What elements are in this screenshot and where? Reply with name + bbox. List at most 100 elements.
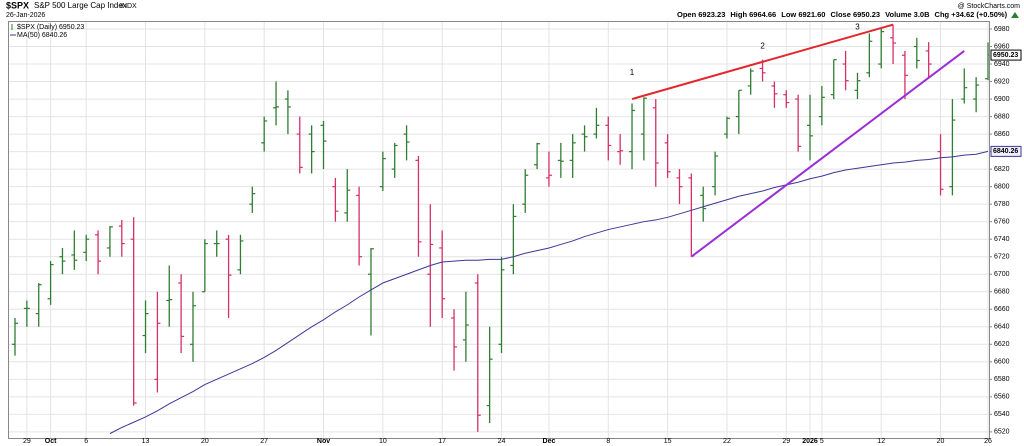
ohlc-bar (795, 94, 802, 152)
ohlc-bar (629, 103, 636, 170)
ohlc-bar (12, 318, 18, 356)
ohlc-bar (842, 50, 849, 91)
ohlc-bar (391, 142, 398, 178)
value-box (990, 145, 1022, 157)
ohlc-bar (807, 94, 814, 161)
ohlc-bar (866, 33, 873, 78)
y-tick-label: 6860 (994, 131, 1010, 138)
ohlc-bar (617, 134, 624, 165)
ohlc-bar (510, 204, 517, 275)
x-tick-label: 17 (438, 438, 446, 445)
ohlc-bar (949, 99, 956, 196)
annotation: 1 (630, 68, 635, 77)
ohlc-bar (498, 256, 505, 354)
ohlc-bar (23, 300, 30, 327)
ohlc-bar (593, 107, 600, 139)
ohlc-bar (367, 247, 374, 336)
ohlc-bar (723, 116, 730, 139)
ohlc-bar (878, 29, 885, 69)
ohlc-bar (166, 265, 173, 327)
ohlc-bar (261, 116, 268, 152)
ohlc-bar (439, 230, 446, 319)
x-tick-label: 27 (260, 438, 268, 445)
y-tick-label: 6920 (994, 78, 1010, 85)
ohlc-bar (95, 230, 102, 275)
ohlc-bar (925, 42, 932, 78)
ohlc-bar (818, 85, 825, 126)
x-tick-label: 29 (782, 438, 790, 445)
ohlc-bar (71, 230, 78, 270)
ohlc-bar (225, 234, 232, 319)
exchange: INDX (120, 3, 137, 10)
ohlc-bar (320, 120, 327, 170)
ohlc-bar (59, 247, 66, 275)
ohlc-bar (83, 234, 90, 262)
y-tick-label: 6620 (994, 341, 1010, 348)
ohlc-bar (284, 90, 291, 135)
ohlc-bar (451, 309, 458, 371)
up-arrow (1011, 12, 1019, 18)
ohlc-bar (213, 230, 220, 257)
ohlc-bar (747, 68, 754, 95)
trendline (690, 50, 965, 258)
ohlc-bar (783, 90, 790, 108)
y-tick-label: 6540 (994, 411, 1010, 418)
x-tick-label: 5 (820, 438, 824, 445)
ohlc-bar (688, 173, 695, 257)
ohlc-bar (973, 77, 980, 113)
y-tick-label: 6580 (994, 376, 1010, 383)
y-tick-label: 6660 (994, 306, 1010, 313)
ohlc-bar (854, 72, 861, 100)
date: 26-Jan-2026 (6, 12, 45, 19)
ohlc-bar (237, 234, 244, 275)
ohlc-bar (961, 68, 968, 104)
ohlc-bar (154, 291, 161, 393)
ohlc-bar (332, 177, 339, 222)
credit: @ StockCharts.com (958, 3, 1021, 10)
quote-item: Low 6921.60 (781, 10, 825, 19)
ohlc-bar (676, 169, 683, 205)
y-tick-label: 6800 (994, 183, 1010, 190)
quote-item: Volume 3.0B (885, 10, 930, 19)
symbol: $SPX (6, 0, 29, 10)
ma-line (109, 150, 989, 435)
ohlc-bar (664, 134, 671, 178)
ohlc-bar (415, 155, 422, 257)
ohlc-bar (890, 24, 897, 65)
y-tick-label: 6600 (994, 359, 1010, 366)
x-tick-label: 6 (84, 438, 88, 445)
legend-label: $SPX (Daily) 6950.23 (17, 24, 84, 31)
ohlc-bar (569, 134, 576, 178)
x-tick-label: 22 (723, 438, 731, 445)
ohlc-bar (937, 134, 944, 196)
ohlc-bar (486, 326, 493, 424)
annotation: 3 (855, 22, 860, 31)
ohlc-bar (640, 97, 647, 161)
annotation: 2 (760, 42, 765, 51)
quote: Open 6923.23 High 6964.66 Low 6921.60 Close… (677, 10, 1008, 19)
y-tick-label: 6900 (994, 96, 1010, 103)
ohlc-bar (462, 291, 469, 362)
ohlc-bar (771, 81, 778, 108)
x-tick-label: 10 (379, 438, 387, 445)
ohlc-bar (545, 151, 552, 187)
x-tick-label: 29 (23, 438, 31, 445)
y-tick-label: 6980 (994, 26, 1010, 33)
ohlc-bar (700, 186, 707, 222)
ohlc-bar (913, 37, 920, 69)
quote-item: High 6964.66 (730, 10, 776, 19)
ohlc-bar (522, 169, 529, 213)
y-tick-label: 6680 (994, 289, 1010, 296)
ohlc-bar (581, 125, 588, 152)
x-tick-label: 20 (201, 438, 209, 445)
x-tick-label: 2026 (802, 438, 818, 445)
x-tick-label: Dec (543, 438, 556, 445)
x-tick-label: 8 (606, 438, 610, 445)
value-box-label: 6950.23 (993, 52, 1018, 59)
quote-item: Close 6950.23 (830, 10, 880, 19)
ohlc-bar (712, 151, 719, 196)
value-box (990, 49, 1022, 61)
y-tick-label: 6740 (994, 236, 1010, 243)
